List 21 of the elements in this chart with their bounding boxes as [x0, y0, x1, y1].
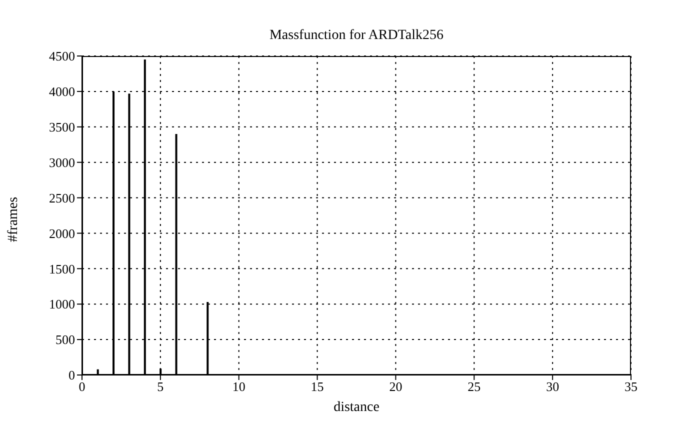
y-tick-label: 1000	[49, 296, 75, 312]
y-tick-label: 2500	[49, 190, 75, 206]
y-tick-label: 4000	[49, 84, 75, 100]
x-tick-label: 35	[624, 379, 638, 394]
y-tick-label: 3000	[49, 154, 75, 170]
y-tick-label: 500	[56, 332, 75, 348]
x-tick-label: 0	[78, 379, 86, 394]
y-tick-label: 3500	[49, 120, 75, 135]
x-tick-label: 25	[468, 379, 481, 394]
x-tick-label: 10	[232, 379, 246, 394]
x-tick-label: 30	[546, 379, 560, 394]
y-tick-label: 2000	[49, 226, 75, 241]
y-tick-label: 1500	[49, 261, 75, 276]
chart-title: Massfunction for ARDTalk256	[268, 28, 444, 44]
x-axis-title: distance	[332, 400, 380, 416]
x-tick-label: 20	[389, 379, 402, 394]
x-tick-label: 5	[157, 379, 164, 394]
y-tick-label: 0	[68, 368, 75, 383]
x-tick-label: 15	[310, 379, 324, 394]
y-tick-label: 4500	[49, 48, 75, 64]
y-axis-title: #frames	[6, 196, 21, 242]
